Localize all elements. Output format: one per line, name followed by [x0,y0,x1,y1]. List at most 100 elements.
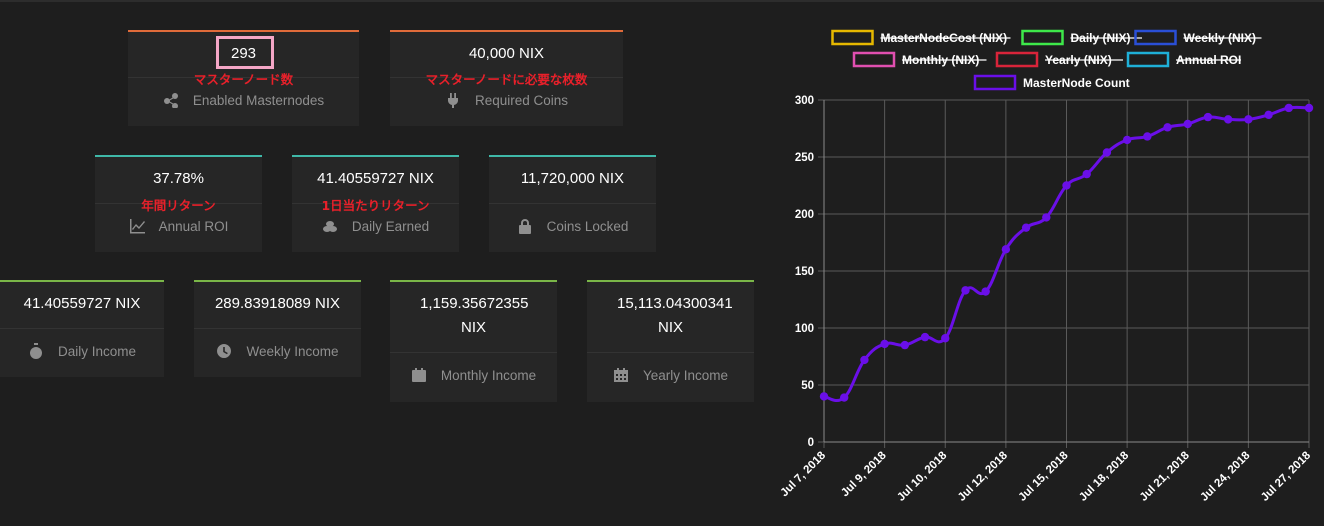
data-point[interactable] [1244,115,1253,124]
card-label: Enabled Masternodes [192,92,325,108]
card-value: 40,000 NIX [468,45,545,62]
card-yearly-income: 15,113.04300341 NIX Yearly Income [587,280,754,402]
x-tick-label: Jul 9, 2018 [839,449,889,499]
data-point[interactable] [920,332,930,342]
card-value: 15,113.04300341 NIX [617,295,733,336]
data-point[interactable] [1102,148,1112,157]
card-monthly-income: 1,159.35672355 NIX Monthly Income [390,280,557,402]
card-required: 40,000 NIX Required Coins [390,30,623,126]
value-highlight-box [216,36,274,69]
card-label: Required Coins [474,92,569,108]
x-tick-label: Jul 7, 2018 [778,449,828,499]
card-footer: Weekly Income [194,343,361,359]
chart-line-icon [129,218,145,234]
card-value: 41.40559727 NIX [317,170,434,187]
data-point[interactable] [1264,110,1273,120]
card-footer: Daily Income [0,343,164,359]
card-roi: 37.78% Annual ROI [95,155,262,252]
card-value: 37.78% [153,170,204,187]
data-point[interactable] [1183,119,1192,129]
card-divider [128,77,359,78]
data-point[interactable] [1203,112,1213,122]
legend-item[interactable]: MasterNodeCost (NIX) [831,29,1011,46]
data-point[interactable] [1304,103,1314,113]
data-point[interactable] [981,287,990,296]
card-divider [194,328,361,329]
calendar-icon [411,367,427,383]
plug-icon [445,92,461,108]
annotation-label: マスターノードに必要な枚数 [425,72,588,87]
masternode-chart: MasterNodeCost (NIX) Daily (NIX) Weekly (N… [778,29,1314,504]
card-label: Coins Locked [546,218,629,234]
y-tick-label: 0 [808,437,814,449]
card-locked: 11,720,000 NIX Coins Locked [489,155,656,252]
data-point[interactable] [961,286,970,295]
data-point[interactable] [1062,181,1071,190]
legend-item[interactable]: Daily (NIX) [1021,29,1143,46]
share-icon [163,92,179,108]
annotation-label: 1日当たりリターン [321,198,430,213]
x-tick-label: Jul 27, 2018 [1259,449,1314,504]
data-point[interactable] [1284,103,1293,113]
legend-swatch [973,74,1017,91]
x-tick-label: Jul 10, 2018 [895,449,950,504]
card-daily-earned: 41.40559727 NIX Daily Earned [292,155,459,252]
card-footer: Required Coins [390,92,623,108]
y-tick-label: 50 [801,380,814,392]
legend-swatch [1134,29,1177,46]
card-divider [587,352,754,353]
data-point[interactable] [1021,223,1031,232]
data-point[interactable] [819,392,829,401]
data-point[interactable] [1163,123,1172,132]
card-divider [0,328,164,329]
legend-item[interactable]: Annual ROI [1126,51,1241,68]
data-point[interactable] [900,340,910,350]
legend-item[interactable]: MasterNode Count [973,74,1130,91]
legend-swatch [831,29,874,46]
card-label: Yearly Income [642,367,729,383]
card-divider [390,77,623,78]
legend-swatch [1126,51,1170,68]
annotation-label: 年間リターン [141,198,216,213]
data-point[interactable] [1001,245,1011,254]
card-value: 11,720,000 NIX [520,170,625,187]
card-divider [489,203,656,204]
lock-icon [517,218,533,234]
clock-icon [216,343,232,359]
legend-item[interactable]: Weekly (NIX) [1134,29,1262,46]
card-footer: Coins Locked [489,218,656,234]
card-footer: Annual ROI [95,218,262,234]
data-point[interactable] [1143,132,1152,141]
legend-swatch [995,51,1039,68]
y-tick-label: 250 [795,152,814,164]
top-divider [0,0,1324,2]
x-tick-label: Jul 15, 2018 [1016,449,1071,504]
card-daily-income: 41.40559727 NIX Daily Income [0,280,164,377]
card-enabled: 293 Enabled Masternodes [128,30,359,126]
card-weekly-income: 289.83918089 NIX Weekly Income [194,280,361,377]
x-tick-label: Jul 18, 2018 [1077,449,1132,504]
card-value: 293 [230,45,257,62]
legend-item[interactable]: Yearly (NIX) [995,51,1123,68]
x-tick-label: Jul 24, 2018 [1198,449,1253,504]
data-point[interactable] [860,355,869,365]
legend-swatch [852,51,896,68]
coins-icon [322,218,338,234]
data-point[interactable] [1122,135,1132,145]
annotation-label: マスターノード数 [193,72,294,87]
data-point[interactable] [941,334,950,343]
data-point[interactable] [880,339,889,349]
data-point[interactable] [840,393,849,402]
y-tick-label: 150 [795,266,814,278]
data-point[interactable] [1082,169,1091,179]
card-value: 289.83918089 NIX [214,295,341,312]
card-value: 1,159.35672355 NIX [420,295,529,336]
legend-item[interactable]: Monthly (NIX) [852,51,987,68]
card-footer: Monthly Income [390,367,557,383]
card-footer: Enabled Masternodes [128,92,359,108]
data-point[interactable] [1223,115,1233,124]
card-label: Monthly Income [440,367,537,383]
card-divider [292,203,459,204]
data-point[interactable] [1042,213,1051,222]
legend-label: MasterNode Count [1023,76,1130,90]
